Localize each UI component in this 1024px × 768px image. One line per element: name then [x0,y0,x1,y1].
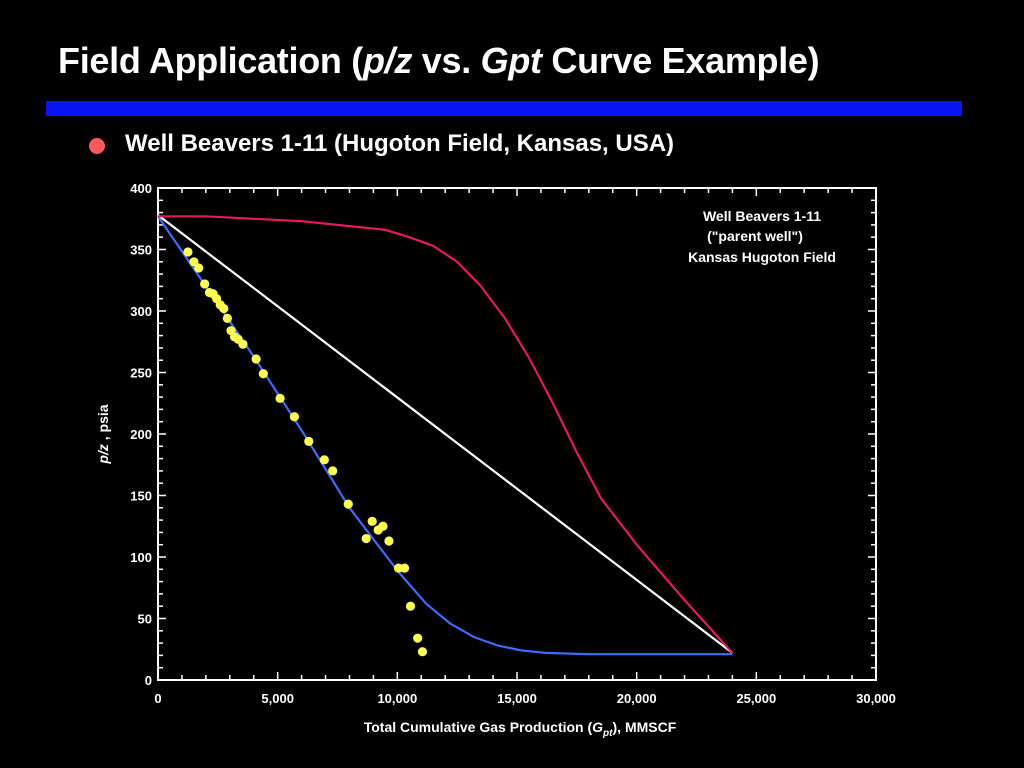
x-tick-label: 0 [154,691,161,706]
chart-annotation: Well Beavers 1-11 ("parent well") Kansas… [688,208,836,265]
data-point [384,536,394,546]
y-tick-label: 300 [130,304,152,319]
data-point [251,354,261,364]
x-tick-label: 30,000 [856,691,896,706]
x-tick-label: 25,000 [736,691,776,706]
y-tick-label: 100 [130,550,152,565]
data-point [361,533,371,544]
y-tick-label: 0 [145,673,152,688]
title-part-1: Field Application ( [58,40,363,81]
x-axis-label-sub: pt [602,728,613,739]
annotation-line-1: Well Beavers 1-11 [703,208,821,224]
x-tick-label: 10,000 [377,691,417,706]
y-tick-label: 350 [130,243,152,258]
bullet-text: Well Beavers 1-11 (Hugoton Field, Kansas… [125,130,675,157]
data-point [405,601,416,611]
y-tick-label: 50 [138,612,152,627]
y-axis-label: p/z , psia [95,404,111,464]
title-part-2: vs. [412,40,481,81]
data-point [328,466,338,476]
series-line [158,215,734,654]
data-point [194,263,204,273]
data-point [399,563,410,573]
data-point [343,499,353,509]
bullet-icon [89,138,105,154]
y-axis-label-post: , psia [95,404,111,444]
data-point [367,516,377,526]
data-point [413,633,423,643]
y-axis-label-var: p/z [95,444,111,464]
title-var-pz: p/z [362,40,413,81]
series-line [157,215,733,656]
data-point [319,455,329,465]
data-point [289,412,300,422]
x-axis-label: Total Cumulative Gas Production (Gpt), M… [364,719,677,739]
y-tick-label: 200 [130,427,152,442]
x-axis-label-post: ), MMSCF [613,719,677,735]
axis-ticks [157,187,877,681]
data-point [183,247,193,257]
x-axis-label-var: G [592,719,603,735]
y-tick-label: 250 [130,366,152,381]
y-tick-label: 400 [130,181,152,196]
title-part-3: Curve Example) [541,40,820,81]
x-tick-label: 15,000 [497,691,537,706]
chart-series [157,214,734,657]
data-point [258,369,268,379]
slide-title: Field Application (p/z vs. Gpt Curve Exa… [58,40,820,82]
data-point [222,313,233,323]
x-tick-label: 5,000 [261,691,294,706]
axis-tick-labels: 0 5,000 10,000 15,000 20,000 25,000 30,000 0 50 1… [130,181,896,706]
data-point [238,339,248,349]
data-point [417,647,428,657]
title-var-gpt: Gpt [480,40,542,81]
data-point [200,279,210,289]
data-point [378,521,388,531]
series-line [157,214,734,654]
data-point [304,436,314,446]
title-underline-bar [46,101,962,116]
data-point [275,393,285,403]
y-tick-label: 150 [130,489,152,504]
data-point [219,303,229,314]
x-axis-label-pre: Total Cumulative Gas Production ( [364,719,593,735]
annotation-line-2: ("parent well") [707,228,803,244]
annotation-line-3: Kansas Hugoton Field [688,249,836,265]
x-tick-label: 20,000 [617,691,657,706]
